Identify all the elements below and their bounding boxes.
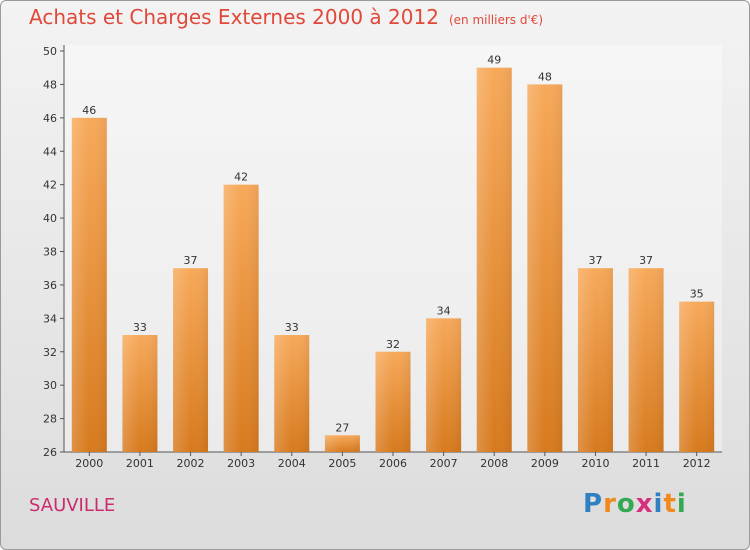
- logo-letter: r: [603, 489, 617, 519]
- bar-value-label: 33: [133, 321, 147, 334]
- bar-highlight: [274, 335, 310, 452]
- bar-highlight: [223, 184, 259, 452]
- chart-title-main: Achats et Charges Externes 2000 à 2012: [29, 5, 439, 29]
- bar-value-label: 37: [184, 254, 198, 267]
- bar-highlight: [679, 301, 715, 452]
- chart-title: Achats et Charges Externes 2000 à 2012 (e…: [29, 5, 543, 29]
- x-tick-label: 2010: [581, 457, 609, 470]
- y-tick-label: 46: [43, 112, 57, 125]
- bar-value-label: 46: [82, 104, 96, 117]
- bar-highlight: [71, 117, 107, 452]
- chart-title-unit: (en milliers d'€): [448, 13, 544, 27]
- y-tick-label: 36: [43, 279, 57, 292]
- logo-letter: i: [676, 489, 687, 519]
- logo-letter: o: [616, 489, 636, 519]
- y-tick-label: 40: [43, 212, 57, 225]
- bar-highlight: [324, 435, 360, 452]
- bar-highlight: [173, 268, 209, 452]
- logo-letter: P: [583, 489, 604, 519]
- x-tick-label: 2001: [126, 457, 154, 470]
- y-tick-label: 32: [43, 346, 57, 359]
- x-tick-label: 2008: [480, 457, 508, 470]
- logo-letter: x: [635, 489, 654, 519]
- bar-value-label: 49: [487, 54, 501, 67]
- y-tick-label: 42: [43, 179, 57, 192]
- bar-value-label: 33: [285, 321, 299, 334]
- y-tick-label: 26: [43, 446, 57, 459]
- bar-highlight: [577, 268, 613, 452]
- bar-value-label: 37: [588, 254, 602, 267]
- town-name: SAUVILLE: [29, 495, 116, 516]
- logo-letter: i: [653, 489, 664, 519]
- bar-highlight: [122, 335, 158, 452]
- bar-highlight: [476, 67, 512, 452]
- x-tick-label: 2002: [177, 457, 205, 470]
- bar-value-label: 42: [234, 171, 248, 184]
- x-tick-label: 2000: [75, 457, 103, 470]
- y-tick-label: 50: [43, 45, 57, 58]
- bar-highlight: [375, 351, 411, 452]
- bar-highlight: [426, 318, 462, 452]
- proxiti-logo: Proxiti: [583, 489, 687, 519]
- x-tick-label: 2003: [227, 457, 255, 470]
- x-tick-label: 2011: [632, 457, 660, 470]
- x-tick-label: 2009: [531, 457, 559, 470]
- bar-value-label: 35: [690, 288, 704, 301]
- y-tick-label: 48: [43, 78, 57, 91]
- logo-letter: t: [663, 489, 677, 519]
- y-tick-label: 38: [43, 246, 57, 259]
- bar-value-label: 37: [639, 254, 653, 267]
- y-tick-label: 44: [43, 145, 57, 158]
- x-tick-label: 2004: [278, 457, 306, 470]
- x-tick-label: 2005: [328, 457, 356, 470]
- bar-value-label: 48: [538, 70, 552, 83]
- bar-value-label: 32: [386, 338, 400, 351]
- x-tick-label: 2012: [683, 457, 711, 470]
- y-tick-label: 30: [43, 379, 57, 392]
- x-tick-label: 2007: [430, 457, 458, 470]
- y-tick-label: 34: [43, 312, 57, 325]
- bar-value-label: 27: [335, 421, 349, 434]
- bar-highlight: [527, 84, 563, 453]
- x-tick-label: 2006: [379, 457, 407, 470]
- y-tick-label: 28: [43, 413, 57, 426]
- bar-value-label: 34: [437, 304, 451, 317]
- bar-highlight: [628, 268, 664, 452]
